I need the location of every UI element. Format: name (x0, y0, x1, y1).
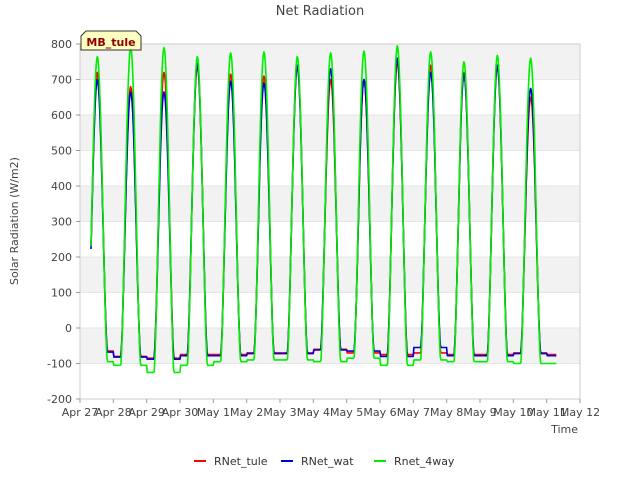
x-tick-label: May 4 (297, 406, 330, 419)
y-tick-label: 0 (65, 322, 72, 335)
grid-band (80, 186, 580, 222)
y-tick-label: 300 (51, 216, 72, 229)
series-line-rnet-4way (90, 44, 557, 374)
y-tick-label: 600 (51, 109, 72, 122)
x-tick-label: May 3 (263, 406, 296, 419)
legend-label: Rnet_4way (394, 455, 455, 468)
y-tick-label: 500 (51, 145, 72, 158)
x-tick-label: May 6 (363, 406, 396, 419)
y-tick-label: -100 (47, 358, 72, 371)
x-tick-label: Apr 27 (62, 406, 99, 419)
y-tick-label: 700 (51, 74, 72, 87)
series-lines (90, 44, 557, 374)
x-tick-label: May 5 (330, 406, 363, 419)
y-tick-label: 200 (51, 251, 72, 264)
legend-label: RNet_wat (301, 455, 354, 468)
x-tick-label: Apr 30 (162, 406, 199, 419)
grid-band (80, 115, 580, 151)
x-tick-label: May 1 (197, 406, 230, 419)
y-tick-label: -200 (47, 393, 72, 406)
y-axis-ticks: -200 -100 0 100 200 300 400 500 600 700 800 (47, 38, 80, 406)
legend: RNet_tule RNet_wat Rnet_4way (194, 455, 455, 468)
chart-title: Net Radiation (276, 4, 364, 19)
x-tick-label: Apr 29 (128, 406, 165, 419)
x-tick-label: May 9 (463, 406, 496, 419)
x-axis-label: Time (550, 423, 578, 436)
y-axis-label: Solar Radiation (W/m2) (8, 157, 21, 285)
y-tick-label: 400 (51, 180, 72, 193)
x-tick-label: Apr 28 (95, 406, 132, 419)
grid-band (80, 257, 580, 293)
x-tick-label: May 7 (397, 406, 430, 419)
y-tick-label: 800 (51, 38, 72, 51)
site-label-text: MB_tule (86, 36, 135, 49)
x-tick-label: May 11 (527, 406, 567, 419)
x-tick-label: May 12 (560, 406, 600, 419)
x-tick-label: May 8 (430, 406, 463, 419)
y-tick-label: 100 (51, 287, 72, 300)
x-tick-label: May 10 (493, 406, 533, 419)
legend-label: RNet_tule (214, 455, 268, 468)
grid-band (80, 328, 580, 364)
site-label-box: MB_tule (80, 30, 142, 51)
x-tick-label: May 2 (230, 406, 263, 419)
